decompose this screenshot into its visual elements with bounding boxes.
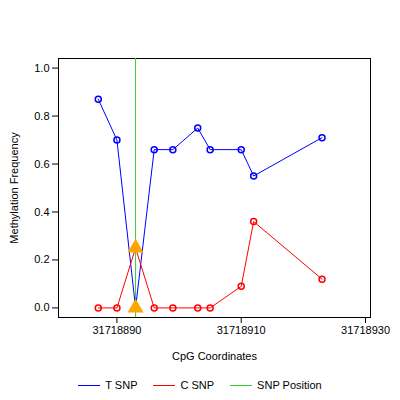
svg-text:31718910: 31718910 (217, 324, 266, 336)
svg-text:0.6: 0.6 (34, 158, 49, 170)
html-text:SNP Position: SNP Position (257, 379, 322, 391)
svg-text:0.4: 0.4 (34, 206, 49, 218)
svg-text:CpG Coordinates: CpG Coordinates (172, 350, 257, 362)
svg-text:31718930: 31718930 (341, 324, 390, 336)
svg-text:0.2: 0.2 (34, 253, 49, 265)
html-text:T SNP: T SNP (105, 379, 138, 391)
svg-text:31718890: 31718890 (92, 324, 141, 336)
svg-text:0.0: 0.0 (34, 301, 49, 313)
svg-text:0.8: 0.8 (34, 110, 49, 122)
svg-text:Methylation Frequency: Methylation Frequency (8, 132, 20, 244)
html-text:C SNP: C SNP (180, 379, 215, 391)
svg-text:1.0: 1.0 (34, 62, 49, 74)
